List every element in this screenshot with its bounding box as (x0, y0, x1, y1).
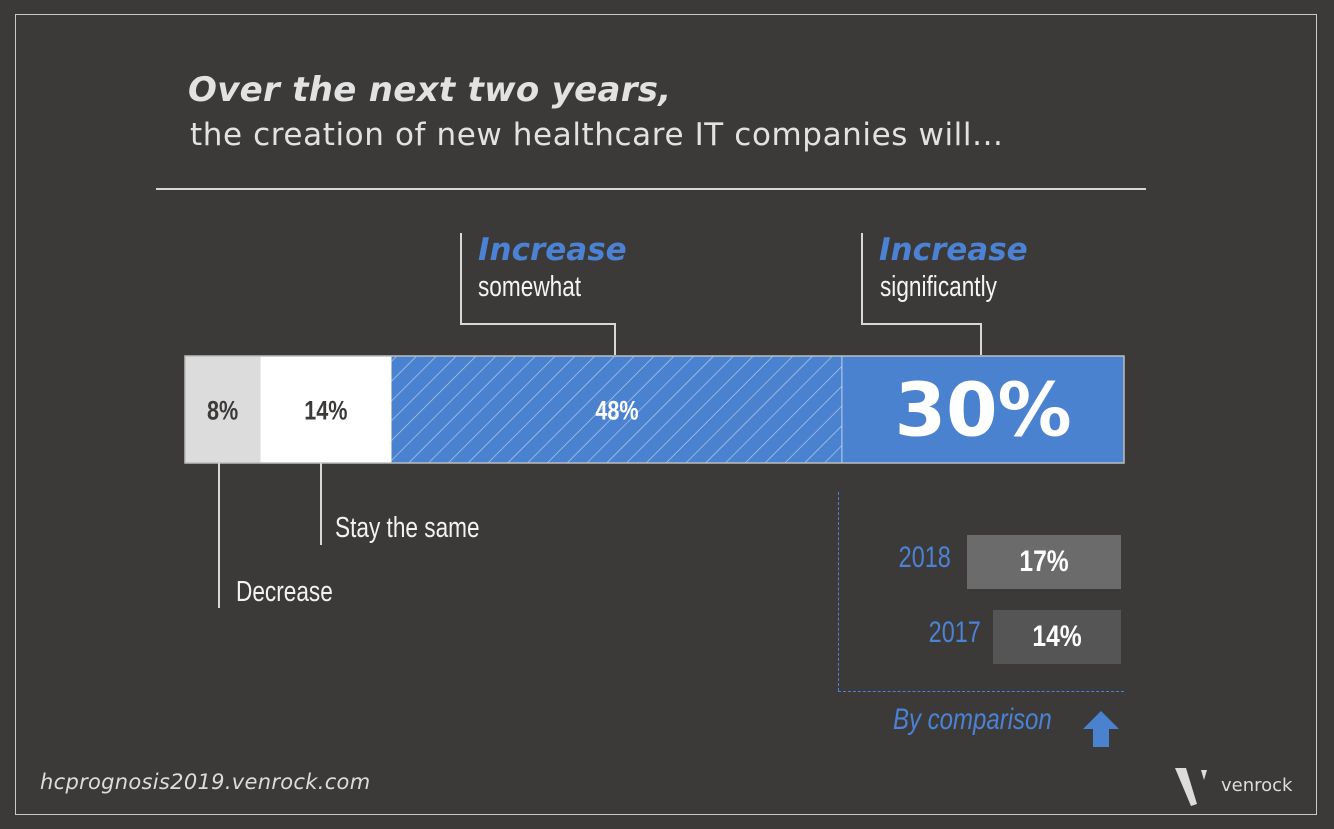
label-decrease: Decrease (236, 576, 333, 608)
connector-somewhat-horizontal (460, 323, 616, 325)
connector-somewhat-vertical (460, 233, 462, 324)
title-line-2: the creation of new healthcare IT compan… (190, 117, 1004, 153)
callout-increase-significantly-sub: significantly (880, 271, 997, 303)
segment-increase-significantly-label: 30% (895, 368, 1072, 454)
segment-decrease (185, 356, 261, 463)
bar-outline (184, 355, 1125, 464)
connector-significantly-vertical (861, 233, 863, 324)
title-line-1: Over the next two years, (188, 70, 672, 110)
venrock-v-logo-icon (1175, 768, 1207, 806)
leader-stay-same (320, 463, 322, 545)
comparison-dash-horizontal (838, 691, 1124, 692)
up-arrow-icon (1083, 711, 1119, 747)
comparison-value-2017: 14% (1032, 620, 1082, 653)
comparison-box-2018: 17% (967, 535, 1121, 589)
callout-increase-somewhat-sub: somewhat (478, 271, 582, 303)
connector-somewhat-drop (614, 323, 616, 355)
segment-decrease-label: 8% (207, 396, 238, 426)
segment-stay-the-same-label: 14% (304, 396, 347, 426)
title-divider (156, 188, 1146, 190)
connector-significantly-drop (980, 323, 982, 355)
segment-increase-somewhat (391, 356, 843, 463)
footer-url: hcprognosis2019.venrock.com (40, 770, 371, 794)
connector-significantly-horizontal (861, 323, 982, 325)
comparison-value-2018: 17% (1019, 545, 1069, 578)
segment-stay-the-same (260, 356, 392, 463)
comparison-box-2017: 14% (993, 610, 1121, 664)
comparison-dash-vertical (838, 492, 839, 691)
brand-name: venrock (1221, 775, 1293, 796)
leader-decrease (218, 463, 220, 608)
label-stay-the-same: Stay the same (335, 512, 480, 544)
callout-increase-significantly-head: Increase (879, 232, 1028, 268)
segment-increase-somewhat-label: 48% (595, 396, 638, 426)
comparison-year-2017: 2017 (928, 616, 981, 649)
callout-increase-somewhat-head: Increase (478, 232, 627, 268)
slide-frame (15, 14, 1317, 815)
comparison-year-2018: 2018 (898, 541, 951, 574)
segment-increase-significantly (842, 356, 1124, 463)
by-comparison-label: By comparison (893, 703, 1052, 736)
